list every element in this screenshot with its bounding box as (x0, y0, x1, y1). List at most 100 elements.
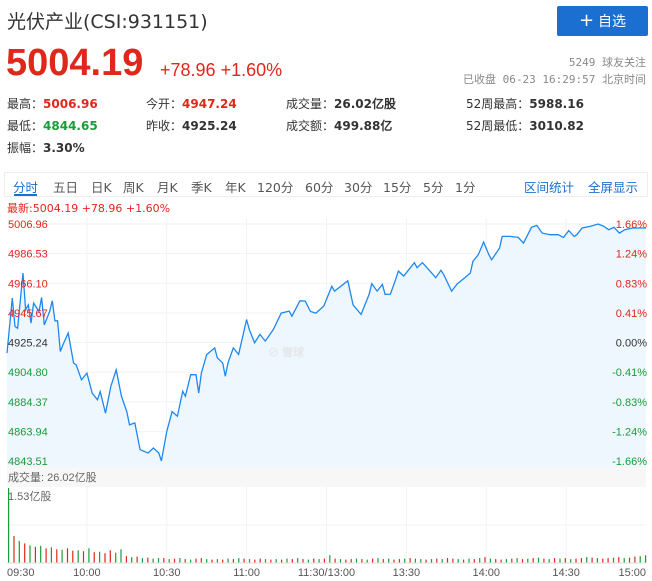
volume-bar (157, 558, 160, 563)
y-tick-right: -1.24% (612, 426, 647, 438)
volume-bar (511, 558, 513, 563)
volume-bar (404, 558, 406, 563)
tab-5[interactable]: 季K (191, 180, 212, 195)
volume-bar (430, 559, 433, 563)
plus-icon: + (578, 10, 595, 31)
volume-bar (645, 555, 647, 563)
stat-item: 52周最低：3010.82 (466, 117, 584, 134)
add-watchlist-label: 自选 (598, 14, 627, 30)
volume-bar (136, 556, 138, 563)
stat-value: 4844.65 (43, 119, 98, 133)
add-watchlist-button[interactable]: + 自选 (557, 6, 648, 36)
stat-label: 今开： (146, 97, 183, 111)
stat-item: 今开：4947.24 (146, 95, 237, 112)
stat-item: 最低：4844.65 (7, 117, 98, 134)
volume-bar (200, 558, 202, 563)
volume-bar (602, 558, 604, 563)
stat-item: 成交额：499.88亿 (286, 117, 392, 134)
x-tick: 10:00 (73, 567, 101, 579)
volume-bar (275, 559, 277, 563)
stat-item: 成交量：26.02亿股 (286, 95, 396, 112)
stat-label: 成交额： (286, 119, 335, 133)
volume-bar (147, 557, 149, 563)
volume-bar (82, 551, 85, 563)
volume-bar (318, 559, 320, 563)
range-stats-link[interactable]: 区间统计 (524, 180, 575, 195)
tab-3[interactable]: 周K (123, 180, 144, 195)
volume-header (7, 467, 646, 487)
y-tick-right: 0.83% (616, 278, 647, 290)
volume-bar (372, 558, 374, 563)
y-tick-left: 4966.10 (8, 278, 48, 290)
volume-bar (264, 559, 267, 563)
volume-bar (473, 559, 475, 563)
fullscreen-link[interactable]: 全屏显示 (588, 180, 639, 195)
volume-bar (24, 543, 26, 563)
volume-bar (628, 557, 631, 563)
volume-bar (72, 550, 74, 563)
volume-bar (564, 558, 566, 563)
volume-bar (216, 559, 218, 563)
tab-1[interactable]: 五日 (53, 180, 79, 195)
stat-value: 5988.16 (529, 97, 584, 111)
x-tick: 11:30/13:00 (298, 567, 355, 579)
tab-11[interactable]: 5分 (423, 180, 444, 195)
volume-bar (29, 545, 31, 563)
tab-6[interactable]: 年K (225, 180, 246, 195)
volume-bar (537, 557, 540, 563)
volume-bar (270, 559, 272, 563)
volume-bar (495, 559, 497, 563)
tab-10[interactable]: 15分 (383, 180, 412, 195)
volume-bar (302, 559, 304, 563)
volume-bar (334, 558, 336, 563)
y-tick-right: -0.83% (612, 397, 647, 409)
price-area-fill (7, 224, 646, 467)
tab-8[interactable]: 60分 (305, 180, 334, 195)
stat-label: 52周最低： (466, 119, 530, 133)
stat-label: 振幅： (7, 141, 44, 155)
tab-2[interactable]: 日K (91, 180, 112, 195)
market-status: 已收盘 06-23 16:29:57 北京时间 (463, 73, 646, 86)
x-tick: 11:00 (233, 567, 260, 579)
y-tick-left: 4986.53 (8, 249, 48, 261)
tab-12[interactable]: 1分 (455, 180, 476, 195)
volume-bar (580, 558, 582, 563)
volume-bar (420, 559, 422, 563)
volume-bar (516, 558, 518, 563)
volume-bar (56, 549, 58, 563)
stat-value: 5006.96 (43, 97, 98, 111)
y-tick-left: 4843.51 (8, 456, 48, 468)
tab-4[interactable]: 月K (157, 180, 178, 195)
volume-bar (168, 559, 170, 563)
volume-bar (505, 559, 507, 563)
volume-bar (521, 559, 524, 563)
tab-9[interactable]: 30分 (344, 180, 373, 195)
y-tick-right: 0.41% (616, 308, 647, 320)
x-tick: 14:00 (472, 567, 500, 579)
stat-value: 4925.24 (182, 119, 237, 133)
volume-bar (254, 559, 256, 563)
tab-7[interactable]: 120分 (257, 180, 294, 195)
stat-item: 振幅：3.30% (7, 139, 85, 156)
volume-bar (361, 559, 363, 563)
volume-bar (45, 548, 47, 563)
watermark-logo: ⊘ 雪球 (268, 345, 305, 359)
volume-bar (195, 558, 197, 563)
volume-bar (388, 558, 390, 563)
volume-bar (206, 559, 208, 563)
volume-bar (61, 549, 63, 563)
tab-0[interactable]: 分时 (13, 180, 39, 195)
volume-bar (398, 559, 400, 563)
volume-bar (484, 557, 486, 563)
volume-bar (211, 559, 213, 563)
volume-bar (596, 558, 598, 563)
y-tick-left: 4945.67 (8, 308, 48, 320)
y-tick-right: -1.66% (612, 456, 647, 468)
volume-bar (463, 559, 465, 563)
volume-bar (297, 558, 299, 563)
stat-value: 499.88亿 (334, 119, 393, 133)
stat-label: 最低： (7, 119, 44, 133)
volume-bar (623, 558, 625, 563)
volume-bar (77, 550, 79, 563)
